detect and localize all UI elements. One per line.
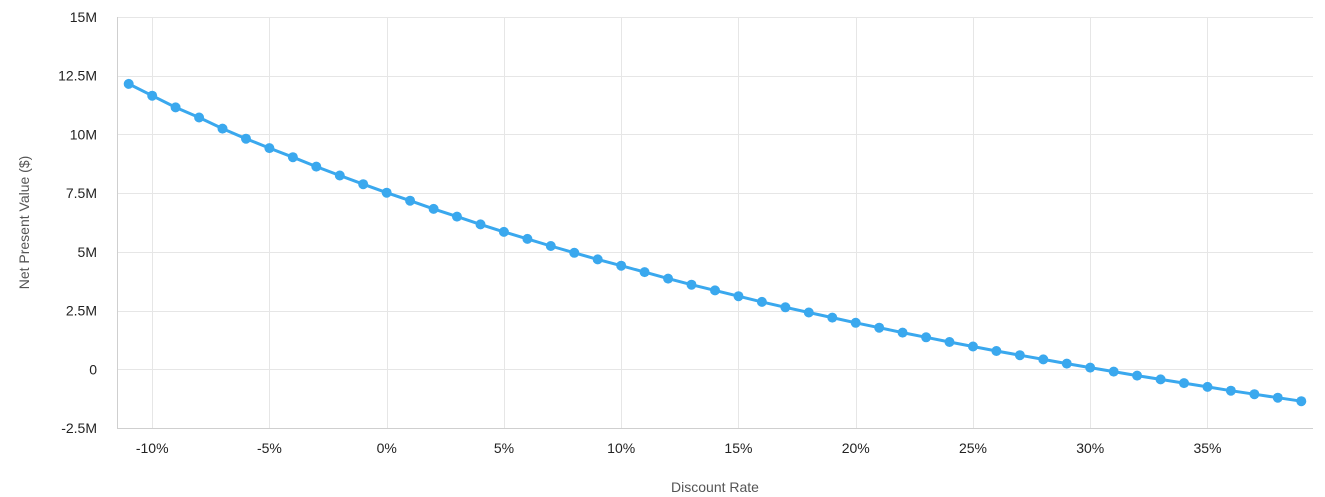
data-point[interactable] xyxy=(311,161,322,172)
y-tick-label: 0 xyxy=(89,361,97,377)
data-point[interactable] xyxy=(1085,362,1096,373)
y-tick-label: 7.5M xyxy=(66,185,97,201)
data-point[interactable] xyxy=(991,346,1002,356)
data-point[interactable] xyxy=(1272,392,1283,403)
data-point[interactable] xyxy=(803,307,814,318)
data-point[interactable] xyxy=(452,211,462,222)
data-point[interactable] xyxy=(592,254,603,265)
y-tick-label: 12.5M xyxy=(58,68,97,84)
data-point[interactable] xyxy=(1108,366,1119,377)
x-tick-label: 35% xyxy=(1193,440,1221,456)
x-tick-label: 15% xyxy=(724,440,752,456)
y-tick-label: -2.5M xyxy=(61,420,97,436)
data-point[interactable] xyxy=(944,337,955,347)
data-point[interactable] xyxy=(545,241,556,251)
data-point[interactable] xyxy=(756,296,767,307)
data-point[interactable] xyxy=(1038,354,1049,365)
data-point[interactable] xyxy=(264,143,275,154)
y-axis-title: Net Present Value ($) xyxy=(16,156,32,290)
data-point[interactable] xyxy=(522,233,533,244)
data-point[interactable] xyxy=(498,226,509,237)
axes xyxy=(117,17,1313,429)
data-point[interactable] xyxy=(897,327,908,338)
x-tick-label: -5% xyxy=(257,440,282,456)
data-point[interactable] xyxy=(428,203,439,214)
data-point[interactable] xyxy=(1014,350,1025,361)
data-point[interactable] xyxy=(1179,378,1189,389)
data-point[interactable] xyxy=(123,78,134,89)
data-point[interactable] xyxy=(358,179,369,190)
data-point[interactable] xyxy=(850,317,861,328)
data-point[interactable] xyxy=(686,279,697,290)
x-tick-label: 10% xyxy=(607,440,635,456)
data-point[interactable] xyxy=(334,170,345,181)
data-point[interactable] xyxy=(639,267,650,278)
data-point[interactable] xyxy=(170,102,181,113)
data-point[interactable] xyxy=(569,247,580,258)
y-tick-label: 5M xyxy=(78,244,97,260)
x-tick-label: 30% xyxy=(1076,440,1104,456)
data-point[interactable] xyxy=(194,112,205,123)
data-point[interactable] xyxy=(381,187,392,198)
data-point[interactable] xyxy=(1061,358,1072,369)
data-point[interactable] xyxy=(1155,374,1166,385)
y-tick-label: 10M xyxy=(70,126,97,142)
data-point[interactable] xyxy=(1225,385,1236,396)
data-point[interactable] xyxy=(827,312,838,323)
data-point[interactable] xyxy=(1296,396,1307,407)
series-line xyxy=(127,82,1303,403)
data-point[interactable] xyxy=(241,133,251,144)
data-point[interactable] xyxy=(405,195,416,206)
data-point[interactable] xyxy=(780,302,791,313)
data-point[interactable] xyxy=(616,260,627,271)
x-tick-label: 0% xyxy=(377,440,397,456)
grid xyxy=(117,17,1313,429)
data-point[interactable] xyxy=(147,90,158,101)
tick-labels: 15M 12.5M 10M 7.5M 5M 2.5M 0 -2.5M -10% -5% 0% 5% 10… xyxy=(58,9,1221,456)
data-point[interactable] xyxy=(921,332,932,343)
x-axis-title: Discount Rate xyxy=(671,479,759,495)
x-tick-label: -10% xyxy=(136,440,169,456)
y-tick-label: 15M xyxy=(70,9,97,25)
data-point[interactable] xyxy=(287,152,298,163)
data-point[interactable] xyxy=(733,291,744,302)
data-point[interactable] xyxy=(1132,370,1143,381)
series-npv xyxy=(123,78,1307,407)
data-point[interactable] xyxy=(217,123,228,134)
data-point[interactable] xyxy=(475,219,486,230)
data-point[interactable] xyxy=(1202,381,1213,392)
data-point[interactable] xyxy=(874,322,885,333)
data-point[interactable] xyxy=(1249,389,1260,400)
x-tick-label: 5% xyxy=(494,440,514,456)
data-point[interactable] xyxy=(710,285,720,296)
data-point[interactable] xyxy=(968,341,978,352)
data-point[interactable] xyxy=(663,273,674,284)
y-tick-label: 2.5M xyxy=(66,303,97,319)
x-tick-label: 25% xyxy=(959,440,987,456)
x-tick-label: 20% xyxy=(842,440,870,456)
